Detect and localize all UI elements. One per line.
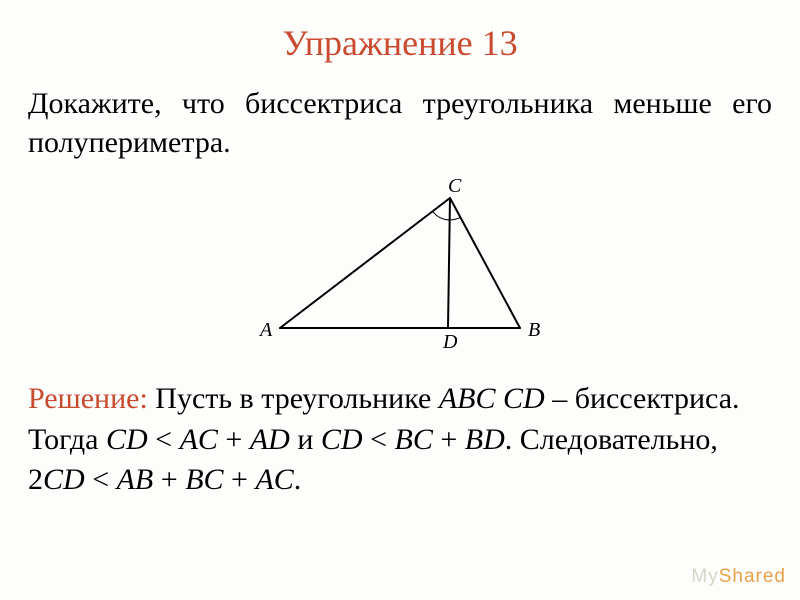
period1: . Следовательно, xyxy=(505,423,718,456)
period2: . xyxy=(294,463,302,496)
final-d: AC xyxy=(255,463,293,496)
ineq2-lt: < xyxy=(363,423,395,456)
watermark: MyShared xyxy=(691,566,786,588)
ineq2-c: BD xyxy=(465,423,505,456)
and-word: и xyxy=(290,423,321,456)
ineq1-plus: + xyxy=(218,423,250,456)
ineq2-plus: + xyxy=(433,423,465,456)
problem-statement: Докажите, что биссектриса треугольника м… xyxy=(0,84,800,162)
watermark-my: My xyxy=(691,566,718,587)
diagram-wrapper: A B C D xyxy=(0,178,800,363)
ineq2-b: BC xyxy=(395,423,433,456)
exercise-title: Упражнение 13 xyxy=(0,0,800,64)
triangle-diagram: A B C D xyxy=(250,178,550,363)
svg-text:D: D xyxy=(442,331,458,353)
svg-text:A: A xyxy=(258,319,273,341)
final-lt: < xyxy=(85,463,117,496)
ineq2-a: CD xyxy=(321,423,363,456)
ineq1-c: AD xyxy=(250,423,290,456)
svg-text:C: C xyxy=(448,178,462,197)
final-c: BC xyxy=(185,463,223,496)
final-plus2: + xyxy=(224,463,256,496)
abc-term: ABC xyxy=(439,382,496,415)
final-plus1: + xyxy=(153,463,185,496)
watermark-shared: Shared xyxy=(719,566,786,587)
solution-label: Решение: xyxy=(28,382,148,415)
final-a: 2CD xyxy=(28,463,85,496)
triangle-svg: A B C D xyxy=(250,178,550,358)
ineq1-a: CD xyxy=(106,423,148,456)
ineq1-lt: < xyxy=(148,423,180,456)
final-b: AB xyxy=(117,463,154,496)
space xyxy=(496,382,504,415)
svg-text:B: B xyxy=(528,319,540,341)
solution-part1-pre: Пусть в треугольнике xyxy=(148,382,439,415)
ineq1-b: AC xyxy=(180,423,218,456)
cd-term: CD xyxy=(503,382,545,415)
solution-text: Решение: Пусть в треугольнике ABC CD – б… xyxy=(0,379,800,501)
